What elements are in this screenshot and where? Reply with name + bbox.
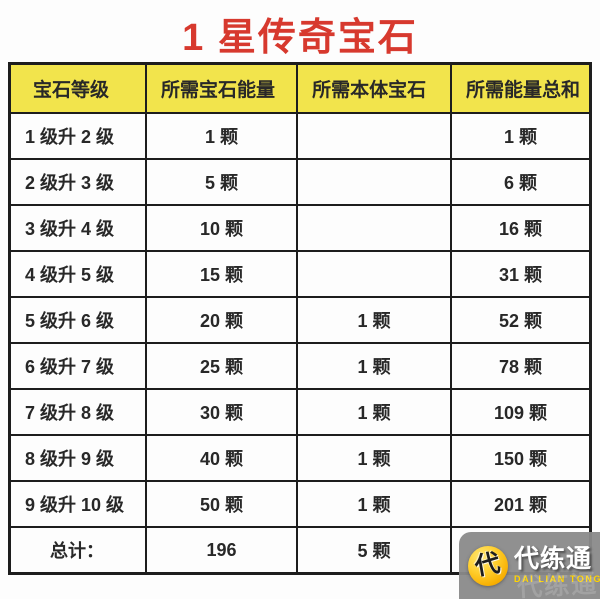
cell-gem-energy: 15 颗: [145, 250, 299, 298]
cell-gem-level: 4 级升 5 级: [8, 250, 148, 298]
cell-base-gem: 1 颗: [296, 434, 453, 482]
col-header-gem-level: 宝石等级: [8, 62, 148, 114]
table-row: 5 级升 6 级 20 颗 1 颗 52 颗: [8, 296, 592, 344]
cell-total-label: 总计：: [8, 526, 148, 575]
table-row: 9 级升 10 级 50 颗 1 颗 201 颗: [8, 480, 592, 528]
cell-gem-energy: 40 颗: [145, 434, 299, 482]
logo-character: 代: [473, 549, 503, 581]
cell-base-gem: [296, 204, 453, 252]
col-header-total-energy: 所需能量总和: [450, 62, 592, 114]
table-row: 4 级升 5 级 15 颗 31 颗: [8, 250, 592, 298]
cell-gem-energy: 1 颗: [145, 112, 299, 160]
cell-total-energy: 1 颗: [450, 112, 592, 160]
cell-total-energy: 6 颗: [450, 158, 592, 206]
cell-gem-energy: 10 颗: [145, 204, 299, 252]
cell-base-gem: [296, 250, 453, 298]
dailiantong-logo-icon: 代: [468, 545, 508, 586]
cell-gem-energy: 25 颗: [145, 342, 299, 390]
cell-total-energy: 52 颗: [450, 296, 592, 344]
table-row: 1 级升 2 级 1 颗 1 颗: [8, 112, 592, 160]
cell-gem-energy: 20 颗: [145, 296, 299, 344]
cell-gem-level: 6 级升 7 级: [8, 342, 148, 390]
cell-gem-level: 8 级升 9 级: [8, 434, 148, 482]
cell-base-gem: [296, 158, 453, 206]
cell-total-energy: 78 颗: [450, 342, 592, 390]
cell-gem-level: 5 级升 6 级: [8, 296, 148, 344]
page-title: 1 星传奇宝石: [182, 17, 418, 59]
cell-total-energy: 150 颗: [450, 434, 592, 482]
table-row: 2 级升 3 级 5 颗 6 颗: [8, 158, 592, 206]
cell-base-gem: 1 颗: [296, 296, 453, 344]
cell-gem-level: 2 级升 3 级: [8, 158, 148, 206]
watermark-text-block: 代练通 DAI LIAN TONG: [514, 547, 600, 584]
table-row: 3 级升 4 级 10 颗 16 颗: [8, 204, 592, 252]
table-row: 8 级升 9 级 40 颗 1 颗 150 颗: [8, 434, 592, 482]
cell-total-energy: 16 颗: [450, 204, 592, 252]
table-row: 7 级升 8 级 30 颗 1 颗 109 颗: [8, 388, 592, 436]
cell-gem-level: 3 级升 4 级: [8, 204, 148, 252]
cell-base-gem: 1 颗: [296, 388, 453, 436]
cell-base-gem: [296, 112, 453, 160]
dailiantong-watermark-badge: 代练通 代 代练通 DAI LIAN TONG: [459, 532, 600, 599]
cell-gem-energy-total: 196: [145, 526, 299, 575]
cell-base-gem-total: 5 颗: [296, 526, 453, 575]
watermark-brand-name: 代练通: [514, 545, 593, 573]
watermark-brand-latin: DAI LIAN TONG: [514, 574, 600, 584]
table-row: 6 级升 7 级 25 颗 1 颗 78 颗: [8, 342, 592, 390]
table-header-row: 宝石等级 所需宝石能量 所需本体宝石 所需能量总和: [8, 62, 592, 114]
cell-total-energy: 109 颗: [450, 388, 592, 436]
col-header-required-gem-energy: 所需宝石能量: [145, 62, 299, 114]
cell-gem-level: 1 级升 2 级: [8, 112, 148, 160]
col-header-required-base-gem: 所需本体宝石: [296, 62, 453, 114]
cell-total-energy: 31 颗: [450, 250, 592, 298]
cell-gem-level: 9 级升 10 级: [8, 480, 148, 528]
gem-upgrade-table: 宝石等级 所需宝石能量 所需本体宝石 所需能量总和 1 级升 2 级 1 颗 1…: [8, 62, 592, 575]
cell-total-energy: 201 颗: [450, 480, 592, 528]
cell-gem-energy: 5 颗: [145, 158, 299, 206]
cell-gem-energy: 50 颗: [145, 480, 299, 528]
cell-base-gem: 1 颗: [296, 480, 453, 528]
cell-base-gem: 1 颗: [296, 342, 453, 390]
cell-gem-energy: 30 颗: [145, 388, 299, 436]
cell-gem-level: 7 级升 8 级: [8, 388, 148, 436]
